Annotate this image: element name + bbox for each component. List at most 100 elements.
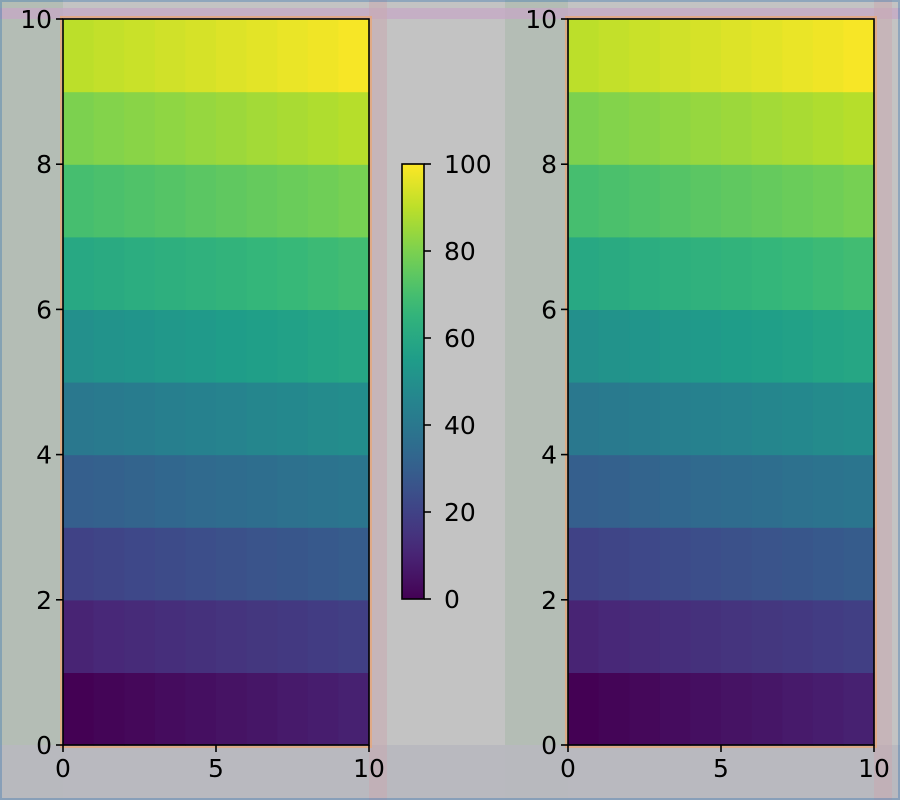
heatmap-cell — [216, 19, 248, 93]
heatmap-cell — [782, 19, 814, 93]
heatmap-cell — [843, 19, 875, 93]
tint-right-edge-right-axes — [874, 0, 892, 800]
heatmap-cell — [216, 236, 248, 310]
heatmap-cell — [63, 599, 95, 673]
x-tick-label: 10 — [858, 754, 890, 783]
heatmap-cell — [598, 236, 630, 310]
y-tick-label: 2 — [36, 586, 52, 615]
heatmap-cell — [246, 164, 278, 238]
heatmap-cell — [246, 236, 278, 310]
heatmap-cell — [277, 164, 309, 238]
heatmap-cells — [568, 19, 875, 746]
heatmap-cell — [568, 91, 600, 165]
heatmap-cell — [154, 91, 186, 165]
heatmap-cell — [598, 309, 630, 383]
heatmap-cell — [124, 527, 156, 601]
heatmap-cell — [690, 236, 722, 310]
heatmap-cell — [93, 527, 125, 601]
heatmap-cell — [751, 236, 783, 310]
heatmap-cell — [307, 164, 339, 238]
heatmap-cells — [63, 19, 370, 746]
heatmap-cell — [246, 19, 278, 93]
heatmap-cell — [216, 599, 248, 673]
heatmap-cell — [63, 19, 95, 93]
heatmap-cell — [659, 164, 691, 238]
heatmap-cell — [721, 309, 753, 383]
heatmap-cell — [782, 527, 814, 601]
heatmap-cell — [568, 164, 600, 238]
heatmap-cell — [843, 527, 875, 601]
y-tick-label: 8 — [541, 150, 557, 179]
heatmap-cell — [629, 527, 661, 601]
heatmap-cell — [216, 91, 248, 165]
heatmap-cell — [93, 236, 125, 310]
y-tick-label: 6 — [36, 295, 52, 324]
heatmap-cell — [154, 164, 186, 238]
heatmap-cell — [185, 236, 217, 310]
heatmap-cell — [277, 309, 309, 383]
heatmap-cell — [843, 309, 875, 383]
heatmap-cell — [185, 672, 217, 746]
x-tick-label: 0 — [55, 754, 71, 783]
heatmap-cell — [93, 164, 125, 238]
heatmap-cell — [721, 599, 753, 673]
colorbar-tick-label: 0 — [444, 585, 460, 614]
heatmap-cell — [598, 164, 630, 238]
heatmap-cell — [338, 19, 370, 93]
heatmap-cell — [63, 309, 95, 383]
heatmap-cell — [782, 91, 814, 165]
tint-left-margin — [0, 0, 63, 800]
heatmap-cell — [307, 19, 339, 93]
colorbar-gradient — [401, 163, 425, 600]
heatmap-cell — [93, 599, 125, 673]
heatmap-cell — [812, 91, 844, 165]
heatmap-cell — [154, 382, 186, 456]
colorbar-tick-label: 100 — [444, 150, 492, 179]
heatmap-cell — [185, 91, 217, 165]
heatmap-cell — [338, 672, 370, 746]
heatmap-cell — [568, 672, 600, 746]
heatmap-cell — [629, 599, 661, 673]
heatmap-cell — [721, 91, 753, 165]
heatmap-cell — [63, 454, 95, 528]
heatmap-cell — [63, 236, 95, 310]
heatmap-cell — [843, 599, 875, 673]
heatmap-cell — [185, 527, 217, 601]
heatmap-cell — [216, 672, 248, 746]
heatmap-cell — [751, 91, 783, 165]
colorbar: 0 20 40 60 80 100 — [401, 150, 492, 614]
y-tick-label: 6 — [541, 295, 557, 324]
tint-right-edge-left-axes — [369, 0, 387, 800]
heatmap-cell — [721, 454, 753, 528]
heatmap-cell — [598, 454, 630, 528]
heatmap-cell — [124, 91, 156, 165]
heatmap-cell — [782, 454, 814, 528]
heatmap-cell — [812, 382, 844, 456]
heatmap-cell — [751, 599, 783, 673]
heatmap-cell — [721, 164, 753, 238]
heatmap-cell — [185, 19, 217, 93]
heatmap-cell — [93, 309, 125, 383]
heatmap-cell — [307, 454, 339, 528]
heatmap-cell — [812, 527, 844, 601]
heatmap-cell — [721, 236, 753, 310]
heatmap-cell — [568, 527, 600, 601]
heatmap-cell — [63, 164, 95, 238]
y-tick-label: 0 — [36, 731, 52, 760]
y-tick-label: 2 — [541, 586, 557, 615]
heatmap-cell — [246, 672, 278, 746]
heatmap-cell — [63, 382, 95, 456]
heatmap-cell — [124, 19, 156, 93]
tint-top-strip — [0, 8, 900, 19]
y-tick-label: 0 — [541, 731, 557, 760]
heatmap-cell — [629, 236, 661, 310]
heatmap-cell — [246, 309, 278, 383]
heatmap-cell — [307, 527, 339, 601]
heatmap-cell — [721, 672, 753, 746]
heatmap-cell — [93, 382, 125, 456]
heatmap-cell — [843, 382, 875, 456]
heatmap-cell — [185, 309, 217, 383]
heatmap-cell — [154, 672, 186, 746]
heatmap-cell — [338, 236, 370, 310]
